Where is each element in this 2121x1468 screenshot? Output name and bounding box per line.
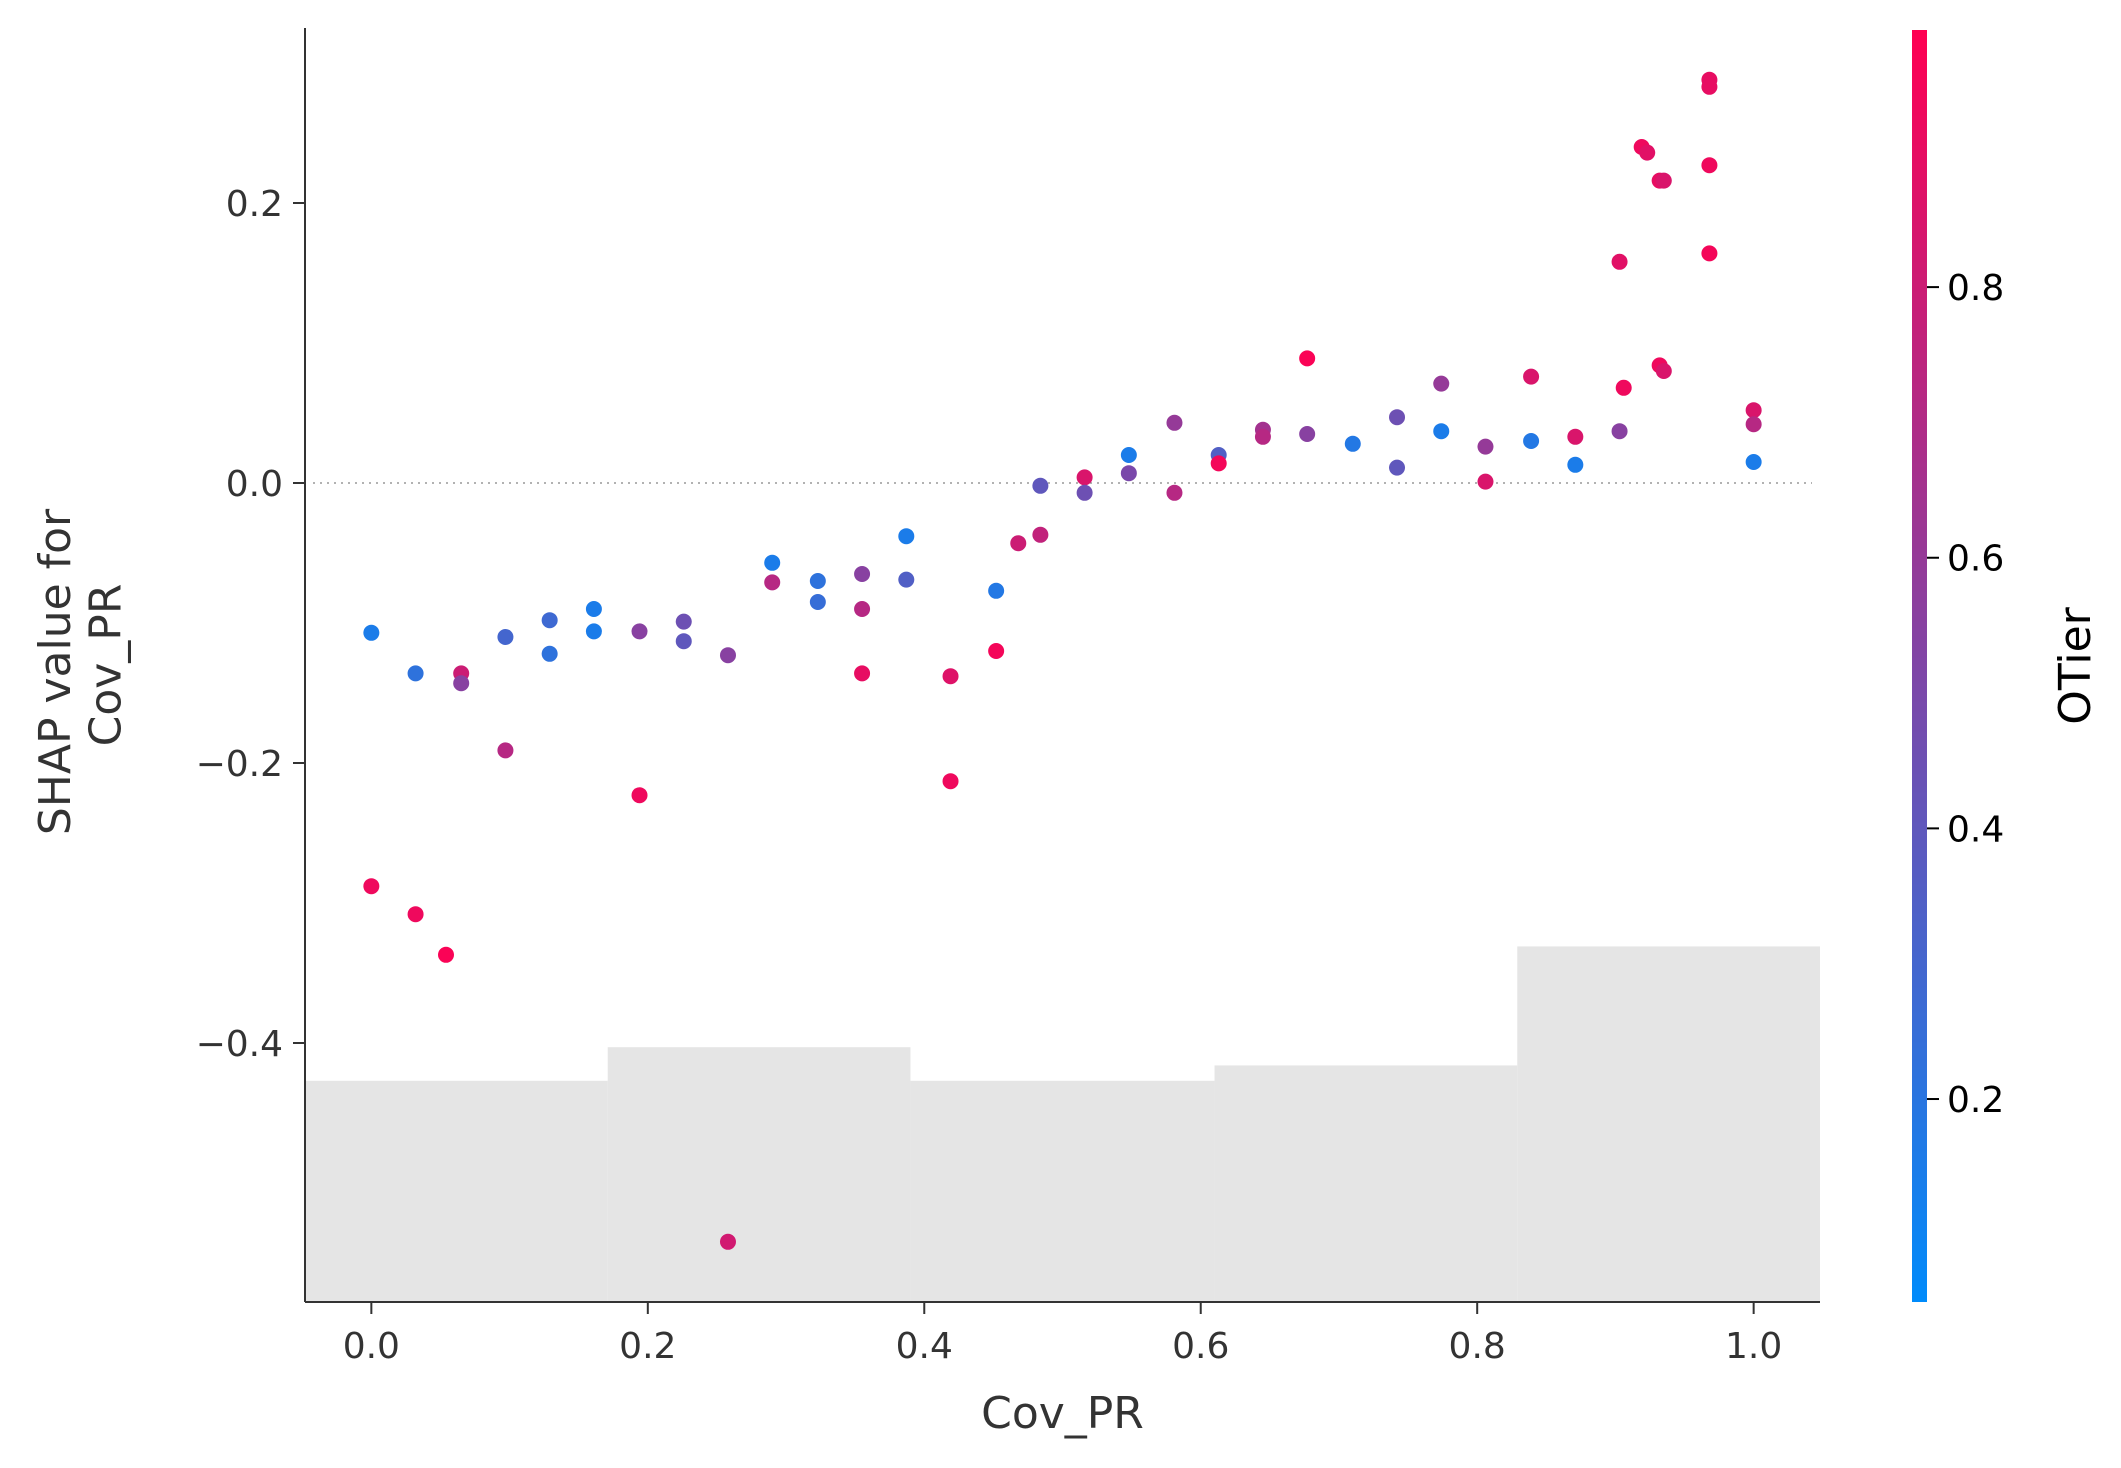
scatter-point	[631, 787, 648, 804]
scatter-point	[1344, 435, 1361, 452]
scatter-point	[1701, 78, 1718, 95]
scatter-point	[1655, 172, 1672, 189]
scatter-point	[1477, 438, 1494, 455]
scatter-point	[1611, 253, 1628, 270]
histogram-bar	[1214, 1065, 1518, 1302]
scatter-point	[1523, 433, 1540, 449]
scatter-point	[1032, 526, 1049, 543]
scatter-point	[1523, 368, 1540, 385]
scatter-point	[541, 645, 558, 662]
scatter-point	[1120, 447, 1137, 463]
y-tick-label: −0.2	[196, 744, 283, 785]
scatter-point	[407, 665, 424, 682]
scatter-point	[1389, 459, 1406, 476]
scatter-point	[809, 573, 826, 589]
y-axis-title-line-2: Cov_PR	[81, 584, 132, 747]
scatter-point	[1166, 484, 1183, 501]
colorbar-tick-label: 0.4	[1947, 809, 2004, 850]
scatter-point	[541, 612, 558, 629]
scatter-point	[898, 571, 915, 588]
colorbar-tick-label: 0.6	[1947, 539, 2004, 580]
scatter-point	[1701, 157, 1718, 174]
scatter-point	[764, 554, 781, 571]
scatter-point	[1076, 469, 1093, 486]
scatter-point	[675, 633, 692, 650]
scatter-points	[363, 71, 1762, 1250]
y-axis-title-line-1: SHAP value for	[30, 508, 81, 835]
colorbar	[1912, 30, 1927, 1302]
scatter-point	[1639, 144, 1656, 161]
scatter-point	[631, 623, 648, 640]
scatter-point	[437, 946, 454, 963]
scatter-point	[1701, 245, 1718, 262]
scatter-point	[1611, 423, 1628, 440]
scatter-point	[1433, 375, 1450, 392]
x-tick-label: 0.0	[343, 1326, 400, 1367]
scatter-point	[719, 1233, 736, 1250]
scatter-point	[497, 742, 514, 759]
scatter-point	[854, 601, 871, 617]
x-tick-label: 0.4	[896, 1326, 953, 1367]
scatter-point	[988, 582, 1005, 599]
x-tick-label: 0.8	[1449, 1326, 1506, 1367]
scatter-point	[497, 629, 514, 645]
scatter-point	[1010, 535, 1027, 552]
scatter-point	[1120, 465, 1137, 482]
x-tick-label: 1.0	[1725, 1326, 1782, 1367]
scatter-point	[1567, 428, 1584, 445]
colorbar-title: OTier	[2050, 606, 2101, 724]
colorbar-tick-label: 0.2	[1947, 1080, 2004, 1121]
x-tick-label: 0.6	[1172, 1326, 1229, 1367]
scatter-point	[1032, 477, 1049, 494]
scatter-point	[585, 623, 602, 640]
x-axis-title: Cov_PR	[981, 1388, 1144, 1439]
scatter-point	[942, 668, 959, 685]
histogram-bar	[607, 1047, 911, 1302]
x-axis-ticks: 0.0 0.2 0.4 0.6 0.8 1.0	[343, 1302, 1782, 1367]
scatter-point	[585, 601, 602, 617]
y-tick-label: −0.4	[196, 1024, 283, 1065]
scatter-point	[1615, 379, 1632, 396]
scatter-point	[854, 665, 871, 682]
scatter-point	[942, 773, 959, 790]
scatter-point	[1745, 402, 1762, 419]
scatter-point	[1745, 416, 1762, 433]
y-axis-ticks: −0.4 −0.2 0.0 0.2	[196, 184, 305, 1065]
scatter-point	[809, 594, 826, 610]
scatter-point	[1254, 428, 1271, 445]
x-tick-label: 0.2	[619, 1326, 676, 1367]
scatter-point	[1299, 426, 1316, 442]
histogram-bar	[305, 1080, 608, 1302]
scatter-point	[363, 878, 380, 895]
feature-histogram	[305, 946, 1820, 1302]
scatter-point	[1477, 473, 1494, 490]
scatter-point	[1655, 363, 1672, 379]
histogram-bar	[910, 1080, 1215, 1302]
scatter-point	[1299, 350, 1316, 367]
histogram-bar	[1517, 946, 1820, 1302]
scatter-point	[1389, 409, 1406, 426]
scatter-point	[1210, 455, 1227, 472]
scatter-point	[1076, 484, 1093, 501]
scatter-point	[363, 624, 380, 641]
scatter-point	[988, 643, 1005, 659]
scatter-point	[764, 574, 781, 591]
scatter-point	[675, 613, 692, 630]
colorbar-tick-label: 0.8	[1947, 268, 2004, 309]
scatter-point	[1166, 414, 1183, 431]
scatter-point	[1433, 423, 1450, 440]
scatter-point	[854, 566, 871, 582]
scatter-point	[1745, 454, 1762, 470]
y-tick-label: 0.2	[226, 184, 283, 225]
scatter-point	[898, 528, 915, 545]
scatter-point	[1567, 456, 1584, 473]
y-axis-title: SHAP value for Cov_PR	[30, 495, 132, 835]
scatter-point	[719, 647, 736, 664]
scatter-point	[407, 906, 424, 923]
scatter-point	[453, 675, 470, 692]
colorbar-ticks: 0.2 0.4 0.6 0.8	[1927, 268, 2004, 1121]
y-tick-label: 0.0	[226, 464, 283, 505]
